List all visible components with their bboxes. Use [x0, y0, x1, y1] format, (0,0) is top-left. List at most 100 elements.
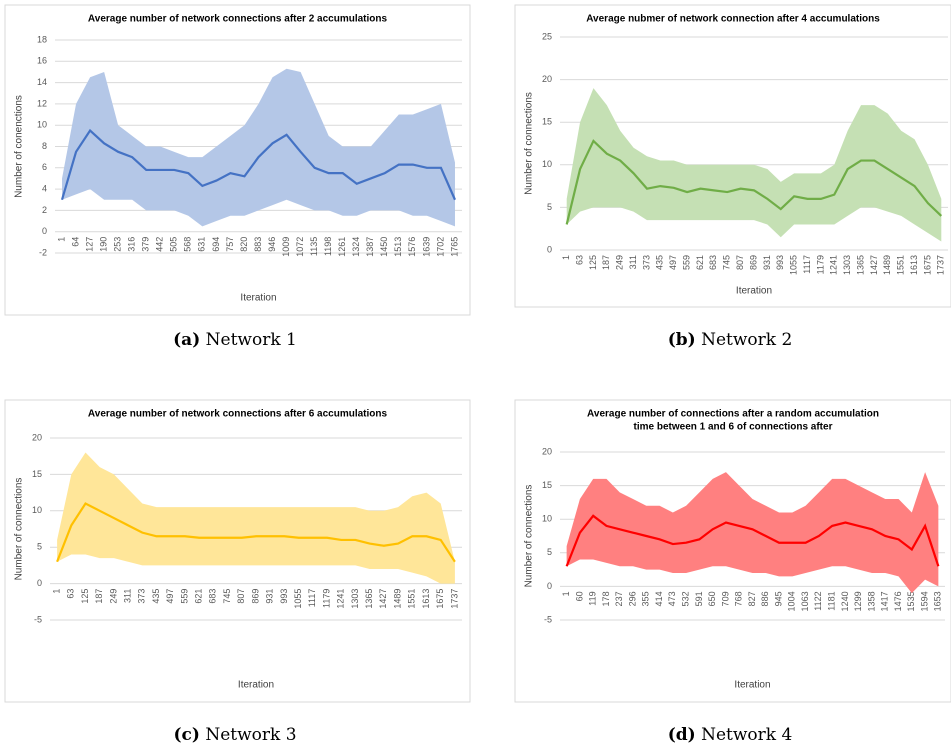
x-tick-label: 1417	[880, 591, 890, 611]
x-tick-label: 125	[80, 589, 90, 604]
x-tick-label: 1365	[855, 255, 865, 275]
x-tick-label: 621	[194, 589, 204, 604]
x-axis-title: Iteration	[238, 680, 274, 691]
chart-panel: Average number of network connections af…	[4, 399, 471, 745]
x-tick-label: 1594	[919, 591, 929, 611]
x-tick-label: 1613	[909, 255, 919, 275]
y-tick-label: 20	[32, 432, 42, 442]
x-tick-label: 757	[225, 237, 235, 252]
x-tick-label: 187	[94, 589, 104, 604]
y-tick-label: -2	[39, 247, 47, 257]
x-tick-label: 249	[615, 255, 625, 270]
x-tick-label: 768	[734, 591, 744, 606]
x-tick-label: 1241	[829, 255, 839, 275]
caption-label: (b)	[668, 330, 696, 350]
y-axis-title: Number of connections	[524, 92, 535, 195]
y-tick-label: 0	[37, 578, 42, 588]
x-tick-label: 1	[56, 237, 66, 242]
y-tick-label: 14	[37, 77, 47, 87]
x-tick-label: 694	[211, 237, 221, 252]
x-tick-label: 1535	[906, 591, 916, 611]
x-tick-label: 1653	[933, 591, 943, 611]
x-axis-title: Iteration	[240, 293, 276, 304]
x-tick-label: 63	[574, 255, 584, 265]
y-tick-label: 2	[42, 205, 47, 215]
x-tick-label: 1055	[293, 589, 303, 609]
caption: (a) Network 1	[173, 330, 297, 350]
y-tick-label: -5	[544, 614, 552, 624]
x-tick-label: 1737	[449, 589, 459, 609]
chart-panel: Average number of network connections af…	[4, 4, 471, 350]
range-band	[566, 472, 939, 594]
x-tick-label: 311	[628, 255, 638, 269]
range-band	[566, 88, 942, 242]
x-tick-label: 125	[588, 255, 598, 270]
x-tick-label: 190	[98, 237, 108, 252]
caption: (d) Network 4	[668, 725, 793, 745]
x-tick-label: 631	[197, 237, 207, 252]
x-tick-label: 1072	[295, 237, 305, 257]
y-tick-label: 12	[37, 98, 47, 108]
mean-line	[565, 514, 940, 567]
x-tick-label: 1	[561, 255, 571, 260]
y-axis-title: Number of connections	[524, 485, 535, 588]
x-tick-label: 119	[588, 591, 598, 605]
x-tick-label: 1	[561, 591, 571, 596]
x-tick-label: 883	[253, 237, 263, 252]
x-tick-label: 1303	[842, 255, 852, 275]
x-tick-label: 1489	[392, 589, 402, 609]
mean-line	[565, 139, 943, 225]
x-tick-label: 187	[601, 255, 611, 270]
x-tick-label: 621	[695, 255, 705, 270]
y-tick-label: 18	[37, 34, 47, 44]
x-tick-label: 497	[668, 255, 678, 270]
caption-text: Network 3	[205, 725, 296, 745]
x-tick-label: 1303	[350, 589, 360, 609]
x-tick-label: 745	[722, 255, 732, 270]
x-tick-label: 442	[155, 237, 165, 252]
x-tick-label: 373	[137, 589, 147, 604]
y-tick-label: 5	[547, 547, 552, 557]
x-tick-label: 827	[747, 591, 757, 606]
x-tick-label: 1551	[407, 589, 417, 609]
y-tick-label: 25	[542, 31, 552, 41]
y-tick-label: 10	[37, 120, 47, 130]
x-tick-label: 807	[236, 589, 246, 604]
x-tick-label: 1181	[827, 591, 837, 610]
x-tick-label: 379	[141, 237, 151, 252]
y-tick-label: 6	[42, 162, 47, 172]
x-tick-label: 1450	[379, 237, 389, 257]
x-tick-label: 505	[169, 237, 179, 252]
x-tick-label: 414	[654, 591, 664, 606]
y-tick-label: -5	[34, 614, 42, 624]
x-tick-label: 1324	[351, 237, 361, 257]
chart-title: Average nubmer of network connection aft…	[586, 14, 880, 25]
x-tick-label: 683	[708, 255, 718, 270]
mean-line	[56, 502, 456, 563]
x-tick-label: 1737	[936, 255, 946, 275]
x-tick-label: 178	[601, 591, 611, 606]
x-tick-label: 1675	[435, 589, 445, 609]
y-tick-label: 10	[32, 505, 42, 515]
x-tick-label: 869	[748, 255, 758, 270]
x-tick-label: 64	[70, 237, 80, 247]
y-tick-label: 0	[42, 226, 47, 236]
x-tick-label: 253	[113, 237, 123, 252]
x-tick-label: 1476	[893, 591, 903, 611]
chart-title: Average number of connections after a ra…	[587, 409, 879, 420]
chart-panel: Average nubmer of network connection aft…	[514, 4, 951, 350]
x-tick-label: 1639	[421, 237, 431, 257]
x-tick-label: 473	[667, 591, 677, 606]
x-tick-label: 1387	[365, 237, 375, 257]
x-tick-label: 1055	[789, 255, 799, 275]
x-tick-label: 1122	[813, 591, 823, 610]
chart-panel: Average number of connections after a ra…	[514, 399, 951, 745]
x-tick-label: 1009	[281, 237, 291, 257]
x-tick-label: 993	[775, 255, 785, 270]
x-tick-label: 683	[208, 589, 218, 604]
range-band	[62, 68, 455, 227]
caption-text: Network 2	[701, 330, 792, 350]
x-tick-label: 532	[680, 591, 690, 606]
x-tick-label: 1117	[802, 255, 812, 274]
x-tick-label: 296	[627, 591, 637, 606]
